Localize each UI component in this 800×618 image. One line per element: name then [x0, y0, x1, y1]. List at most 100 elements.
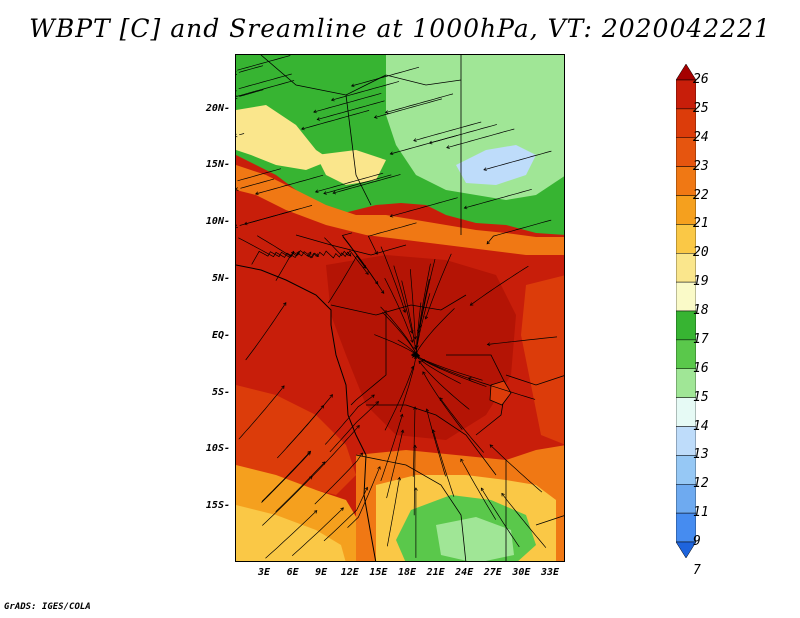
streamline-arrow [307, 451, 311, 456]
lat-label-5n: 5N- [211, 273, 230, 284]
streamline [342, 236, 385, 294]
streamline [393, 265, 413, 334]
streamline-arrow [373, 115, 378, 119]
lon-label-30e: 30E [512, 567, 531, 578]
lon-label-33e: 33E [540, 567, 560, 578]
streamline [328, 255, 366, 304]
streamline-arrow [418, 360, 422, 365]
streamline [323, 174, 392, 194]
field-cool-blue [456, 145, 536, 185]
colorbar-label-13: 13 [693, 447, 709, 463]
streamline [426, 408, 446, 477]
field-north-orange [236, 165, 564, 255]
streamline [401, 280, 416, 350]
streamline [468, 377, 536, 400]
streamline [413, 445, 416, 516]
streamline-arrow [329, 394, 333, 398]
streamline [257, 235, 312, 258]
streamline-arrow [313, 109, 317, 114]
lat-label-15s: 15S- [205, 500, 230, 511]
colorbar-label-25: 25 [693, 100, 709, 116]
lon-label-21e: 21E [426, 567, 445, 578]
lat-label-10s: 10S- [205, 443, 230, 454]
streamline-arrow [422, 371, 426, 375]
streamline [323, 487, 368, 542]
colorbar-label-9: 9 [693, 534, 701, 549]
streamline-arrow [323, 191, 327, 195]
field-south-lightgreen [436, 517, 514, 561]
streamline-arrow [313, 510, 318, 514]
streamline-arrow [413, 138, 417, 142]
streamline [324, 237, 369, 275]
streamline [415, 308, 455, 360]
lat-label-eq: EQ- [211, 330, 230, 341]
streamline [419, 259, 436, 328]
streamline-arrow [413, 444, 417, 449]
streamline [446, 128, 515, 149]
streamline-arrow [389, 213, 394, 218]
streamline-arrow [308, 251, 312, 256]
streamline [470, 265, 529, 306]
streamline [386, 430, 404, 499]
streamline [265, 510, 318, 559]
streamline [311, 425, 360, 478]
lon-label-6e: 6E [286, 567, 299, 578]
colorbar [676, 64, 696, 558]
streamline [422, 371, 463, 430]
streamline-arrow [389, 151, 394, 156]
streamline [380, 414, 403, 482]
colorbar-label-11: 11 [693, 505, 709, 521]
streamline [380, 246, 406, 313]
colorbar-label-14: 14 [693, 418, 709, 434]
streamline [489, 444, 543, 493]
streamline-arrow [374, 251, 378, 255]
streamline-arrow [413, 346, 418, 350]
streamline [483, 150, 552, 171]
map-title: WBPT [C] and Sreamline at 1000hPa, VT: 2… [29, 14, 771, 43]
streamline [291, 507, 344, 556]
streamline [384, 278, 414, 343]
lat-label-20n: 20N- [205, 103, 230, 114]
streamline-arrow [469, 302, 474, 306]
streamline [409, 269, 416, 340]
streamline [418, 263, 431, 333]
streamline [399, 354, 418, 413]
streamline [237, 55, 291, 71]
streamline [329, 401, 379, 453]
streamline-arrow [255, 191, 259, 196]
colorbar-label-12: 12 [693, 476, 709, 492]
streamline-arrow [413, 336, 418, 340]
streamline-arrow [483, 167, 487, 171]
streamline-arrow [486, 240, 491, 245]
field-southwest-warm [236, 385, 356, 495]
streamline-arrow [359, 452, 363, 457]
streamline [413, 121, 482, 142]
lon-label-27e: 27E [483, 567, 502, 578]
streamline-arrow [400, 429, 405, 434]
streamline-arrow [236, 187, 239, 191]
streamline-arrow [236, 95, 238, 99]
lat-label-10n: 10N- [205, 216, 230, 227]
streamline-arrow [371, 394, 375, 398]
streamline [351, 66, 420, 87]
colorbar-label-22: 22 [693, 187, 709, 203]
streamline [460, 458, 497, 520]
streamline-arrow [410, 353, 415, 357]
streamline-arrow [320, 405, 325, 409]
streamline [429, 124, 497, 144]
field-northwest-yellow [236, 105, 331, 170]
streamline [384, 366, 414, 431]
streamline-arrow [463, 205, 468, 210]
streamline [439, 397, 484, 453]
lon-label-9e: 9E [315, 567, 328, 578]
streamline [416, 279, 430, 348]
streamline [239, 89, 264, 97]
streamline-arrow [330, 97, 335, 102]
streamline-arrow [236, 71, 238, 75]
streamline-arrow [314, 189, 319, 194]
streamline [301, 110, 370, 130]
streamline [239, 209, 298, 226]
streamline-arrow [486, 342, 491, 347]
streamline-arrow [332, 190, 337, 195]
streamline [432, 429, 455, 497]
